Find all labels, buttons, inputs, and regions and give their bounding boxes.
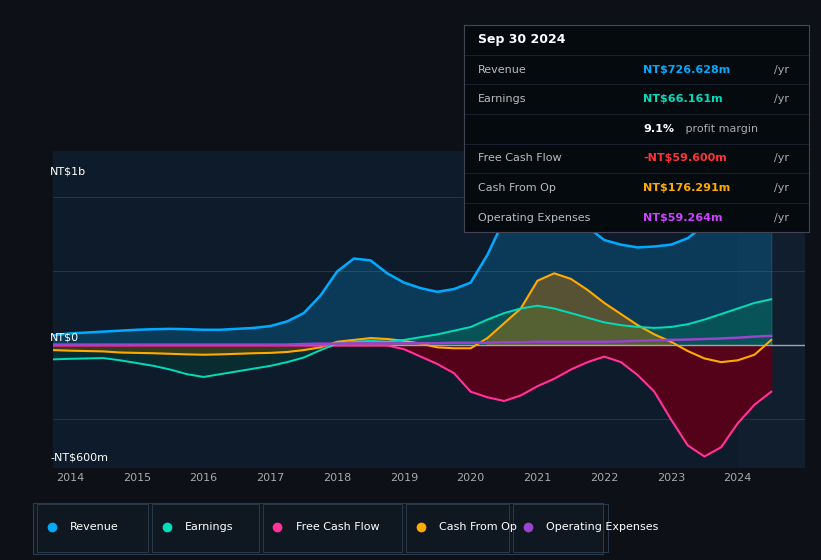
Text: NT$0: NT$0 <box>50 333 79 343</box>
Text: 2020: 2020 <box>456 473 485 483</box>
Text: Free Cash Flow: Free Cash Flow <box>478 153 562 164</box>
Text: 2015: 2015 <box>123 473 151 483</box>
Text: Revenue: Revenue <box>478 64 526 74</box>
Text: Cash From Op: Cash From Op <box>439 521 517 531</box>
FancyBboxPatch shape <box>33 503 603 553</box>
Text: 2018: 2018 <box>323 473 351 483</box>
Text: 2016: 2016 <box>190 473 218 483</box>
Text: 2024: 2024 <box>723 473 752 483</box>
Text: Cash From Op: Cash From Op <box>478 183 556 193</box>
Bar <box>738 151 811 468</box>
Text: 2022: 2022 <box>590 473 618 483</box>
Text: 2017: 2017 <box>256 473 285 483</box>
Text: Sep 30 2024: Sep 30 2024 <box>478 34 565 46</box>
Text: NT$66.161m: NT$66.161m <box>643 94 722 104</box>
Text: /yr: /yr <box>774 94 789 104</box>
Text: Operating Expenses: Operating Expenses <box>478 213 590 223</box>
Text: 2014: 2014 <box>56 473 85 483</box>
Text: Earnings: Earnings <box>478 94 526 104</box>
Text: 2019: 2019 <box>390 473 418 483</box>
Text: NT$59.264m: NT$59.264m <box>643 213 722 223</box>
Text: 2023: 2023 <box>657 473 686 483</box>
Text: 2021: 2021 <box>523 473 552 483</box>
Text: -NT$59.600m: -NT$59.600m <box>643 153 727 164</box>
Text: -NT$600m: -NT$600m <box>50 453 108 463</box>
Text: /yr: /yr <box>774 213 789 223</box>
Text: NT$176.291m: NT$176.291m <box>643 183 731 193</box>
Text: Free Cash Flow: Free Cash Flow <box>296 521 379 531</box>
Text: NT$726.628m: NT$726.628m <box>643 64 731 74</box>
Text: profit margin: profit margin <box>681 124 758 134</box>
Text: NT$1b: NT$1b <box>50 166 86 176</box>
Text: 9.1%: 9.1% <box>643 124 674 134</box>
Text: Earnings: Earnings <box>185 521 233 531</box>
Text: /yr: /yr <box>774 153 789 164</box>
Text: /yr: /yr <box>774 64 789 74</box>
Text: /yr: /yr <box>774 183 789 193</box>
Text: Revenue: Revenue <box>70 521 118 531</box>
Text: Operating Expenses: Operating Expenses <box>546 521 658 531</box>
